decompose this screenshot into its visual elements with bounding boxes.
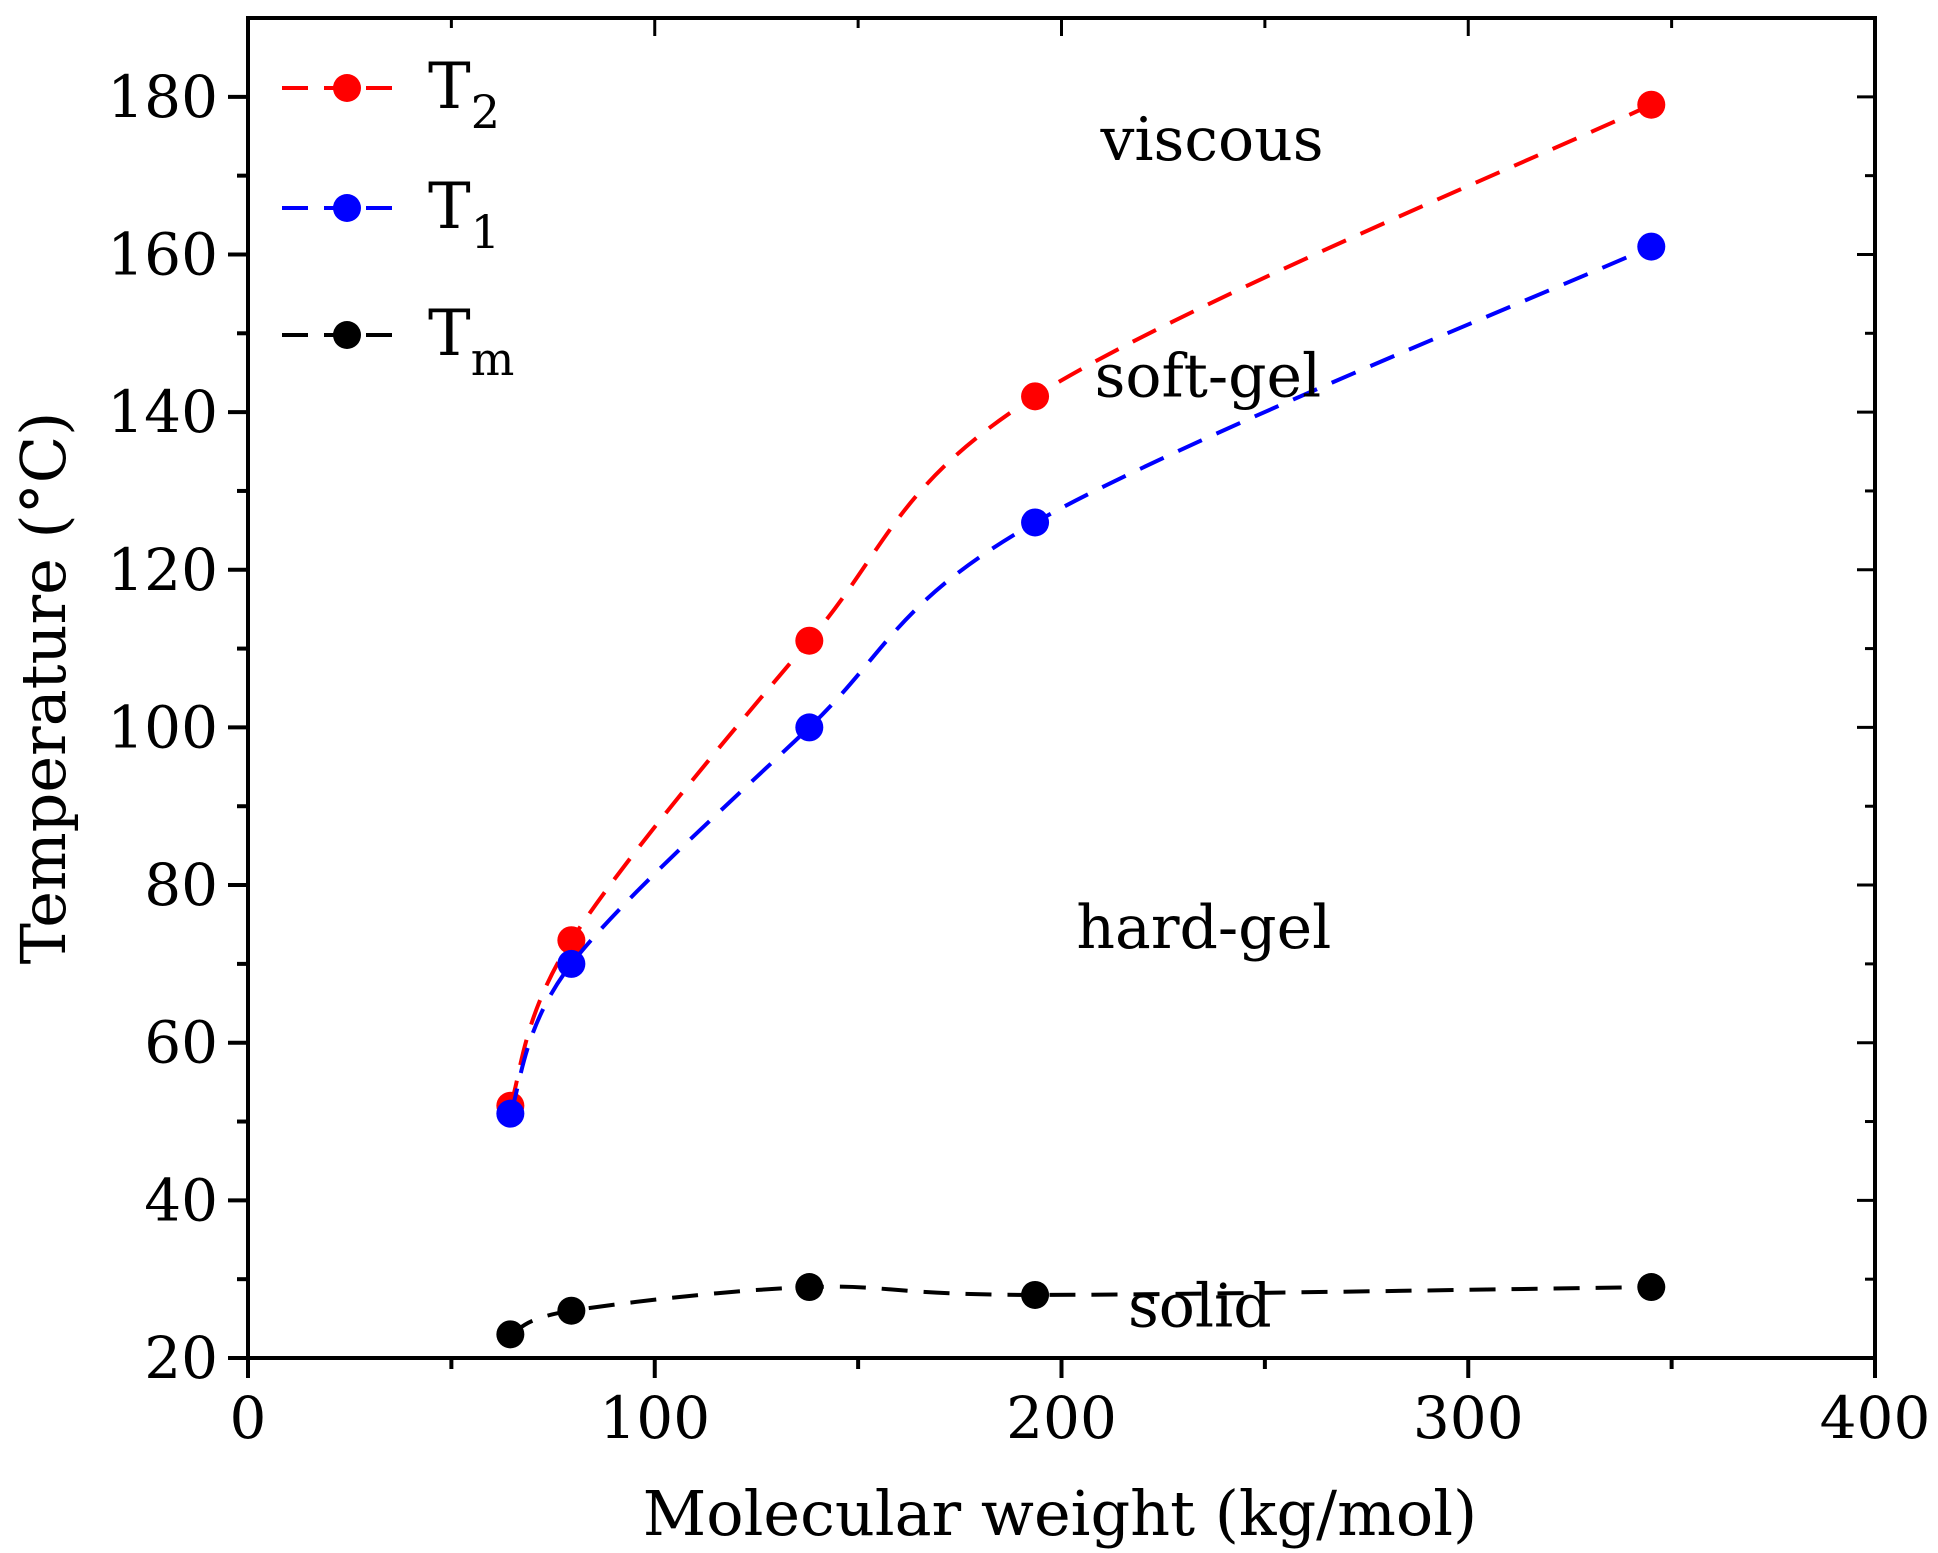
legend-item-T1: T1 <box>282 170 500 259</box>
data-point-Tm <box>1021 1280 1050 1309</box>
legend-label-main: T <box>428 50 471 124</box>
data-point-T2 <box>795 626 824 655</box>
series-line-Tm <box>509 1284 1652 1337</box>
data-point-Tm <box>557 1296 586 1325</box>
data-point-T1 <box>795 713 824 742</box>
y-tick-label: 140 <box>107 378 218 446</box>
region-label-soft-gel: soft-gel <box>1095 341 1322 411</box>
data-point-T1 <box>557 949 586 978</box>
plot-area <box>496 90 1666 1349</box>
data-point-T2 <box>1637 90 1666 119</box>
legend-label-subscript: 1 <box>471 205 500 259</box>
data-point-T1 <box>1637 232 1666 261</box>
legend-item-T2: T2 <box>282 50 500 139</box>
series-line-T1 <box>508 244 1653 1115</box>
data-point-Tm <box>795 1273 824 1302</box>
x-tick-label: 200 <box>1006 1384 1117 1452</box>
y-axis-title: Temperature (°C) <box>7 412 80 965</box>
region-label-viscous: viscous <box>1099 105 1323 175</box>
data-point-T2 <box>557 926 586 955</box>
series-T1 <box>496 232 1666 1128</box>
x-tick-label: 300 <box>1413 1384 1524 1452</box>
x-tick-label: 100 <box>599 1384 710 1452</box>
legend-marker-Tm <box>333 321 361 349</box>
x-tick-label: 400 <box>1820 1384 1931 1452</box>
x-tick-label: 0 <box>230 1384 267 1452</box>
data-point-T1 <box>1021 508 1050 537</box>
y-tick-label: 40 <box>144 1166 218 1234</box>
series-Tm <box>496 1273 1666 1349</box>
legend-label-subscript: 2 <box>471 85 500 139</box>
legend-marker-T1 <box>333 194 361 222</box>
series-T2 <box>496 90 1666 1120</box>
x-axis-title: Molecular weight (kg/mol) <box>643 1477 1477 1550</box>
legend-marker-T2 <box>333 74 361 102</box>
y-tick-label: 160 <box>107 220 218 288</box>
y-tick-label: 180 <box>107 63 218 131</box>
region-label-solid: solid <box>1128 1271 1272 1341</box>
legend-item-Tm: Tm <box>282 297 514 386</box>
legend-label-Tm: Tm <box>428 297 514 386</box>
y-tick-label: 60 <box>144 1009 218 1077</box>
data-point-Tm <box>496 1320 525 1349</box>
legend-label-T2: T2 <box>428 50 500 139</box>
data-point-T2 <box>1021 382 1050 411</box>
legend-label-subscript: m <box>471 332 515 386</box>
region-label-hard-gel: hard-gel <box>1076 893 1331 963</box>
y-tick-label: 20 <box>144 1324 218 1392</box>
y-tick-label: 80 <box>144 851 218 919</box>
y-tick-label: 100 <box>107 693 218 761</box>
y-axis-ticks: 20 40 60 80 100 120 140 160 180 <box>107 63 1875 1392</box>
region-annotations: viscous soft-gel hard-gel solid <box>1076 105 1331 1342</box>
x-axis-ticks: 0 100 200 300 400 <box>230 18 1931 1452</box>
legend-label-main: T <box>428 297 471 371</box>
legend-label-main: T <box>428 170 471 244</box>
legend-label-T1: T1 <box>428 170 500 259</box>
data-point-T1 <box>496 1099 525 1128</box>
data-point-Tm <box>1637 1273 1666 1302</box>
y-tick-label: 120 <box>107 536 218 604</box>
